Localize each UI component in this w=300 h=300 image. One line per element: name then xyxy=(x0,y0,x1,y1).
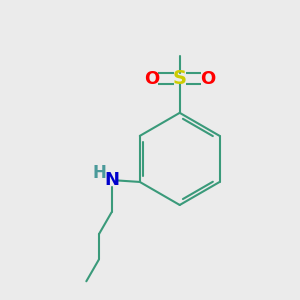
Text: H: H xyxy=(93,164,106,182)
Text: S: S xyxy=(173,69,187,88)
Text: N: N xyxy=(104,172,119,190)
Text: O: O xyxy=(200,70,216,88)
Text: O: O xyxy=(144,70,159,88)
